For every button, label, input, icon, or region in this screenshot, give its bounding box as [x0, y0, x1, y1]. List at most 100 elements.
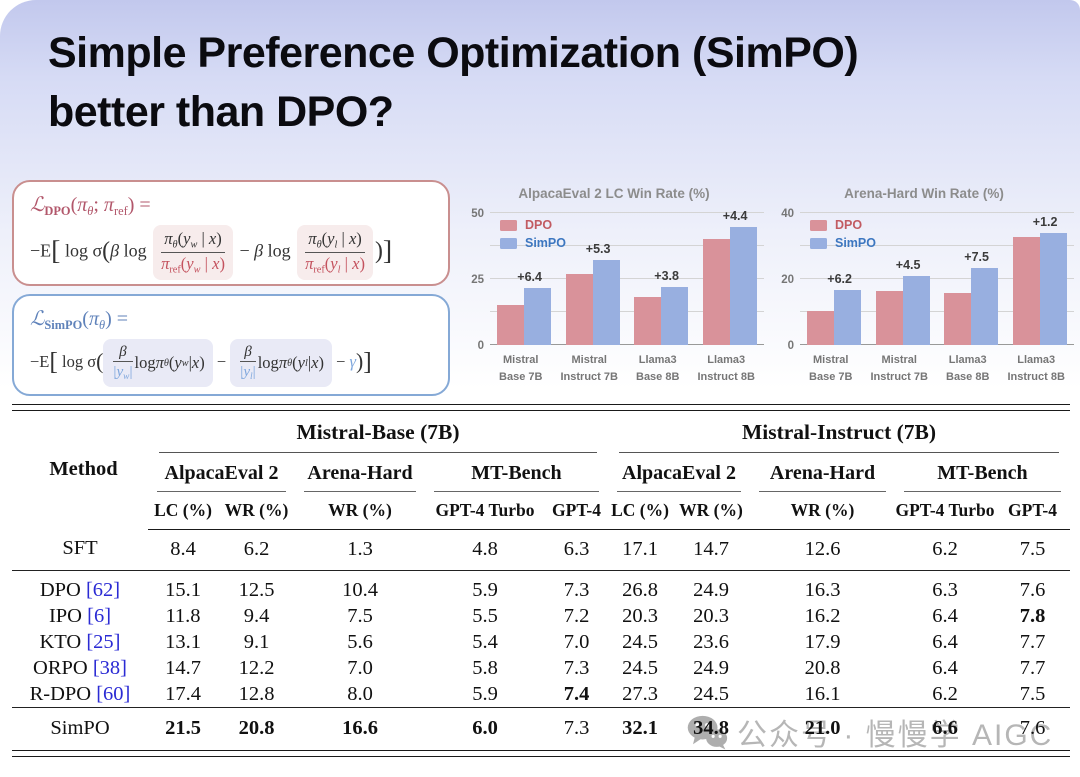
x-tick-label: Llama3 Instruct 8B [1007, 354, 1065, 384]
charts-row: AlpacaEval 2 LC Win Rate (%) 0 25 50 +6.4 +5.… [450, 186, 1074, 400]
metric-header-lc-2: LC (%) [608, 492, 672, 530]
legend-label-simpo: SimPO [525, 236, 566, 250]
metric-value: 24.9 [693, 656, 729, 679]
x-axis-line [800, 344, 1074, 345]
metric-value: 32.1 [608, 707, 672, 750]
bench-header-alpacaeval2: AlpacaEval 2 [157, 455, 286, 492]
bench-header-mt-bench: MT-Bench [434, 455, 599, 492]
gridline [800, 311, 1074, 312]
gridline [490, 245, 764, 246]
metric-value: 6.2 [932, 682, 958, 705]
legend-swatch-dpo [500, 219, 517, 231]
table-row-ipo: IPO [6] 11.8 9.4 7.5 5.5 7.2 20.3 20.3 16.2 6.4 7.… [12, 603, 1070, 629]
page-title: Simple Preference Optimization (SimPO) b… [48, 24, 859, 143]
metric-header-gpt4-2: GPT-4 [995, 492, 1070, 530]
bar-simpo [971, 267, 999, 345]
metric-value: 6.3 [545, 529, 608, 571]
alpacaeval-lc-winrate-chart: AlpacaEval 2 LC Win Rate (%) 0 25 50 +6.4 +5.… [464, 186, 764, 400]
metric-header-gpt4turbo-2: GPT-4 Turbo [895, 492, 995, 530]
metric-value: 12.8 [238, 682, 275, 705]
chart-legend: DPO SimPO [500, 218, 566, 250]
metric-value: 20.3 [622, 604, 658, 627]
highlighted-term: β |yl| log π θ(y l | x) [230, 338, 332, 388]
metric-value: 8.4 [148, 529, 218, 571]
metric-value: 16.2 [804, 604, 841, 627]
x-tick-label: Mistral Base 7B [499, 354, 543, 384]
gridline [800, 212, 1074, 213]
citation-link[interactable]: [62] [80, 578, 121, 601]
results-table: Method Mistral-Base (7B) Mistral-Instruc… [12, 404, 1070, 757]
metric-value: 7.2 [563, 604, 590, 627]
fraction: β |yw| [113, 342, 133, 383]
metric-value: 10.4 [342, 578, 378, 601]
metric-value: 6.4 [932, 604, 958, 627]
metric-value: 9.4 [243, 604, 270, 627]
metric-value: 7.5 [1019, 682, 1046, 705]
y-axis: 0 25 50 [464, 208, 490, 352]
x-axis-labels: Mistral Base 7B Mistral Instruct 7B Llama3… [800, 352, 1074, 386]
bench-header-arena-hard: Arena-Hard [304, 455, 416, 492]
x-tick-label: Llama3 Base 8B [636, 354, 680, 384]
bench-header-alpacaeval2-instruct: AlpacaEval 2 [617, 455, 741, 492]
x-axis-labels: Mistral Base 7B Mistral Instruct 7B Llama3… [490, 352, 764, 386]
bar-simpo [729, 227, 757, 345]
method-cell: KTO [25] [12, 629, 148, 655]
simpo-loss-formula-box: ℒSimPO(πθ) = −E[ log σ(β |yw| log π θ(y w |… [12, 294, 450, 396]
table-row-r-dpo: R-DPO [60] 17.4 12.8 8.0 5.9 7.4 27.3 24.5 16.1 6… [12, 681, 1070, 708]
metric-header-ah-wr-2: WR (%) [750, 492, 895, 530]
metric-value: 14.7 [672, 529, 750, 571]
arena-hard-winrate-chart: Arena-Hard Win Rate (%) 0 20 40 +6.2 +4.5 +7.5… [774, 186, 1074, 400]
citation-link[interactable]: [38] [87, 656, 127, 679]
citation-link[interactable]: [6] [82, 604, 112, 627]
method-label: ORPO [33, 656, 88, 679]
bar-simpo [592, 260, 620, 345]
method-label: KTO [39, 630, 82, 653]
y-tick-label: 40 [781, 208, 794, 220]
metric-value: 7.8 [1019, 604, 1046, 627]
delta-annotation: +4.4 [722, 209, 748, 223]
metric-value: 5.6 [347, 630, 373, 653]
delta-annotation: +6.4 [517, 270, 542, 285]
chart-title: AlpacaEval 2 LC Win Rate (%) [518, 186, 710, 201]
citation-link[interactable]: [25] [81, 630, 121, 653]
metric-value: 11.8 [165, 604, 201, 627]
metric-value: 24.5 [622, 656, 658, 679]
simpo-loss-expression: −E[ log σ(β |yw| log π θ(y w | x) − β |yl| l… [30, 338, 434, 388]
metric-value: 5.4 [472, 630, 498, 653]
legend-label-simpo: SimPO [835, 236, 876, 250]
column-header-method: Method [49, 458, 118, 481]
y-tick-label: 20 [781, 274, 794, 286]
metric-value: 5.8 [472, 656, 498, 679]
method-cell: DPO [62] [12, 570, 148, 603]
metric-value: 16.1 [804, 682, 841, 705]
metric-value: 5.9 [472, 682, 498, 705]
metric-value: 7.6 [995, 707, 1070, 750]
bar-dpo [565, 274, 593, 345]
legend-entry-simpo: SimPO [500, 236, 566, 250]
metric-value: 7.7 [1019, 630, 1046, 653]
gridline [800, 245, 1074, 246]
metric-value: 34.8 [672, 707, 750, 750]
metric-value: 7.6 [1019, 578, 1046, 601]
x-tick-label: Llama3 Instruct 8B [697, 354, 755, 384]
method-label: IPO [48, 604, 82, 627]
bar-simpo [834, 290, 862, 345]
metric-value: 8.0 [347, 682, 373, 705]
metric-value: 24.5 [693, 682, 729, 705]
bench-header-arena-hard-instruct: Arena-Hard [759, 455, 886, 492]
metric-value: 7.0 [563, 630, 590, 653]
bar-dpo [497, 305, 525, 345]
method-label: R-DPO [29, 682, 92, 705]
citation-link[interactable]: [60] [91, 682, 131, 705]
metric-header-wr: WR (%) [218, 492, 295, 530]
bar-dpo [1012, 237, 1040, 345]
metric-value: 17.9 [804, 630, 841, 653]
chart-title: Arena-Hard Win Rate (%) [844, 186, 1004, 201]
metric-value: 7.0 [347, 656, 373, 679]
method-label: SFT [62, 537, 98, 560]
loss-formulas: ℒDPO(πθ; πref) = −E[ log σ(β log πθ(yw |… [12, 180, 450, 400]
metric-value: 6.6 [895, 707, 995, 750]
bar-simpo [1039, 233, 1067, 345]
x-tick-label: Mistral Instruct 7B [870, 354, 928, 384]
metric-value: 6.4 [932, 656, 958, 679]
